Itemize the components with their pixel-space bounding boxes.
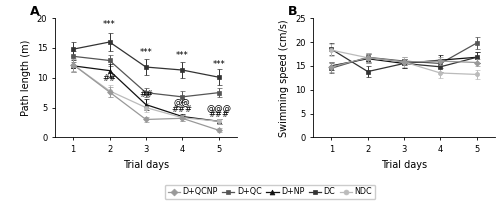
- Y-axis label: Swimming speed (cm/s): Swimming speed (cm/s): [280, 19, 289, 137]
- Text: ###: ###: [208, 110, 229, 120]
- Legend: D+QCNP, D+QC, D+NP, DC, NDC: D+QCNP, D+QC, D+NP, DC, NDC: [165, 185, 375, 199]
- Text: ##: ##: [139, 90, 153, 99]
- X-axis label: Trial days: Trial days: [123, 160, 169, 169]
- Text: @@@: @@@: [206, 104, 231, 114]
- Text: @@: @@: [174, 99, 190, 107]
- Text: ***: ***: [212, 60, 225, 69]
- Text: ###: ###: [172, 104, 193, 114]
- Text: ***: ***: [176, 51, 188, 60]
- X-axis label: Trial days: Trial days: [381, 160, 427, 169]
- Text: A: A: [30, 5, 39, 18]
- Text: B: B: [288, 5, 297, 18]
- Text: ##: ##: [102, 74, 117, 83]
- Text: ***: ***: [103, 20, 116, 29]
- Text: ***: ***: [140, 48, 152, 57]
- Y-axis label: Path length (m): Path length (m): [22, 40, 32, 116]
